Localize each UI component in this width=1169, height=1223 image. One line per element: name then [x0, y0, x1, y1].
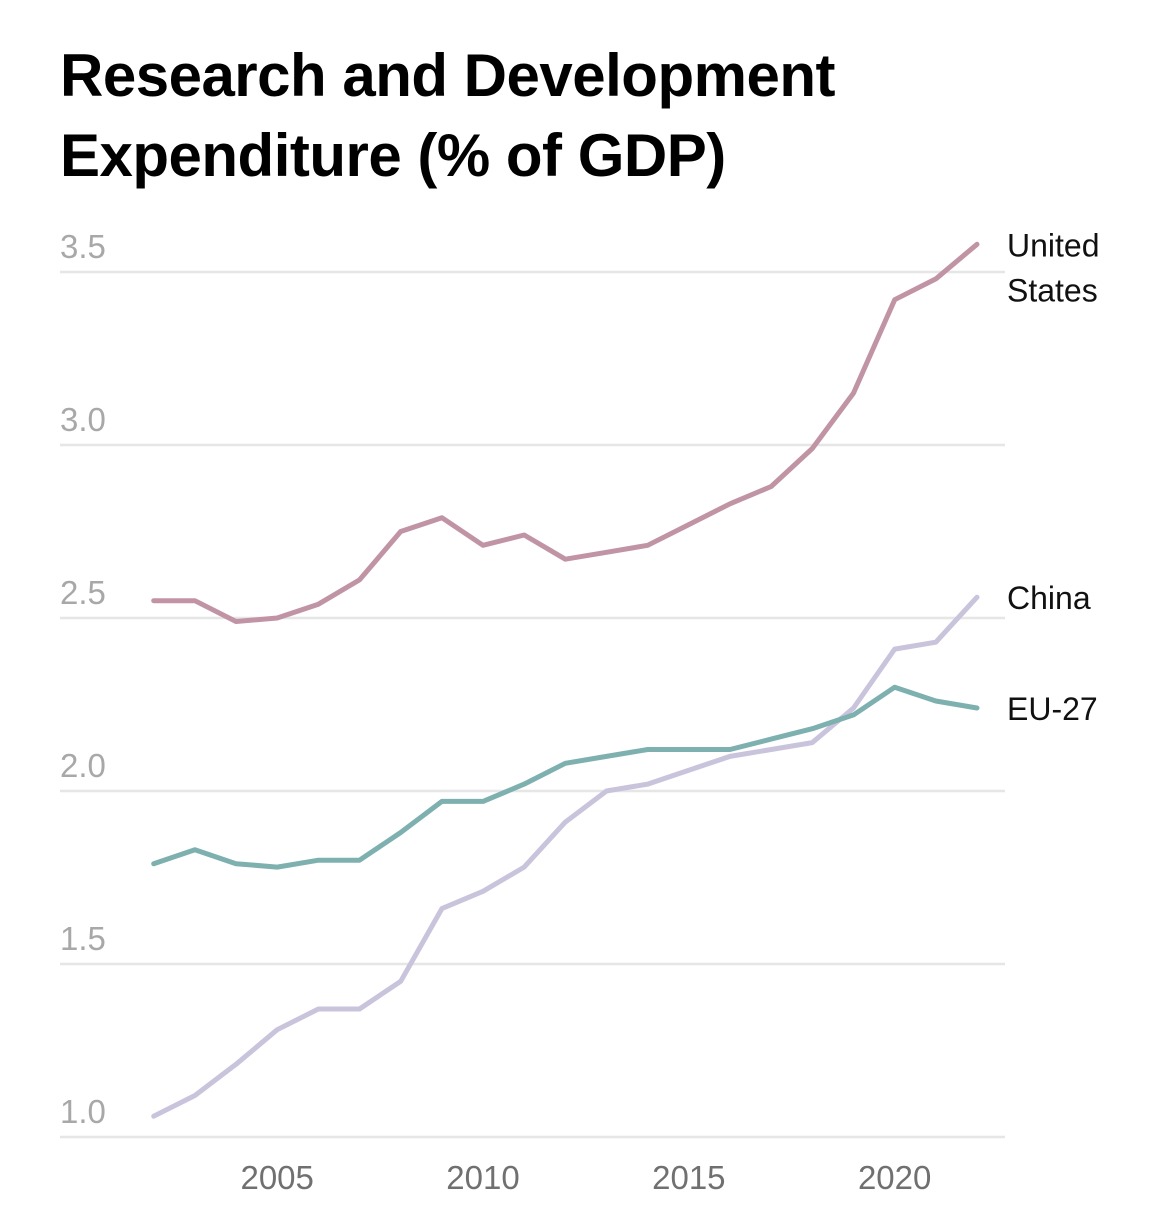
- series-line-united-states: [151, 241, 980, 624]
- series-line-china: [151, 594, 980, 1119]
- y-tick-label: 1.0: [60, 1093, 106, 1130]
- x-tick-label: 2010: [446, 1159, 519, 1196]
- y-tick-label: 3.0: [60, 401, 106, 438]
- gridlines: [60, 270, 1005, 1139]
- y-axis-ticks: 1.0 1.5 2.0 2.5 3.0 3.5: [60, 228, 106, 1130]
- series-label-line: EU-27: [1007, 691, 1098, 727]
- chart-title: Research and Development Expenditure (% …: [60, 36, 960, 196]
- series-label-china: China: [1007, 580, 1091, 616]
- series-label-united-states: United States: [1007, 227, 1100, 308]
- series-line-eu-27: [151, 684, 980, 870]
- x-axis-ticks: 2005 2010 2015 2020: [240, 1159, 931, 1196]
- series-label-eu-27: EU-27: [1007, 691, 1098, 727]
- x-tick-label: 2005: [240, 1159, 313, 1196]
- series-lines: [151, 241, 980, 1119]
- series-label-line: States: [1007, 272, 1098, 308]
- x-tick-label: 2020: [858, 1159, 931, 1196]
- series-label-line: United: [1007, 227, 1100, 263]
- series-labels: United States China EU-27: [1007, 227, 1100, 727]
- chart-title-line-1: Research and Development: [60, 42, 835, 109]
- series-label-line: China: [1007, 580, 1091, 616]
- y-tick-label: 2.0: [60, 747, 106, 784]
- y-tick-label: 2.5: [60, 574, 106, 611]
- y-tick-label: 3.5: [60, 228, 106, 265]
- y-tick-label: 1.5: [60, 920, 106, 957]
- chart-title-line-2: Expenditure (% of GDP): [60, 122, 726, 189]
- x-tick-label: 2015: [652, 1159, 725, 1196]
